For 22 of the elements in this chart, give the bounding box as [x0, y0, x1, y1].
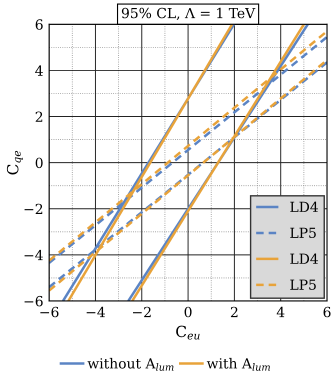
- text: with A$_{lum}$: [206, 358, 270, 371]
- text: without A$_{lum}$: [88, 358, 174, 371]
- y-tick-label: 6: [36, 19, 43, 30]
- y-tick-label: −6: [24, 296, 43, 306]
- x-tick-label: −2: [133, 306, 151, 318]
- x-tick-label: 0: [184, 306, 192, 318]
- y-tick-label: 2: [36, 112, 42, 122]
- x-axis-title: C$_{eu}$: [176, 326, 200, 340]
- legend-label: LD4: [290, 202, 318, 212]
- x-tick-label: 6: [324, 306, 331, 318]
- y-tick-label: −4: [24, 250, 43, 260]
- legend-label: LD4: [290, 253, 318, 264]
- x-tick-label: −4: [86, 306, 105, 318]
- x-tick-label: 2: [230, 306, 238, 318]
- y-tick-label: −2: [24, 204, 42, 214]
- y-tick-label: 0: [36, 158, 43, 168]
- y-tick-label: 4: [35, 65, 43, 76]
- y-axis-title: C$_{qe}$: [6, 150, 23, 175]
- chart-title: 95% CL, Λ = 1 TeV: [122, 8, 256, 20]
- legend-label: LP5: [290, 228, 316, 238]
- x-tick-label: 4: [276, 306, 284, 318]
- legend-label: LP5: [290, 280, 316, 290]
